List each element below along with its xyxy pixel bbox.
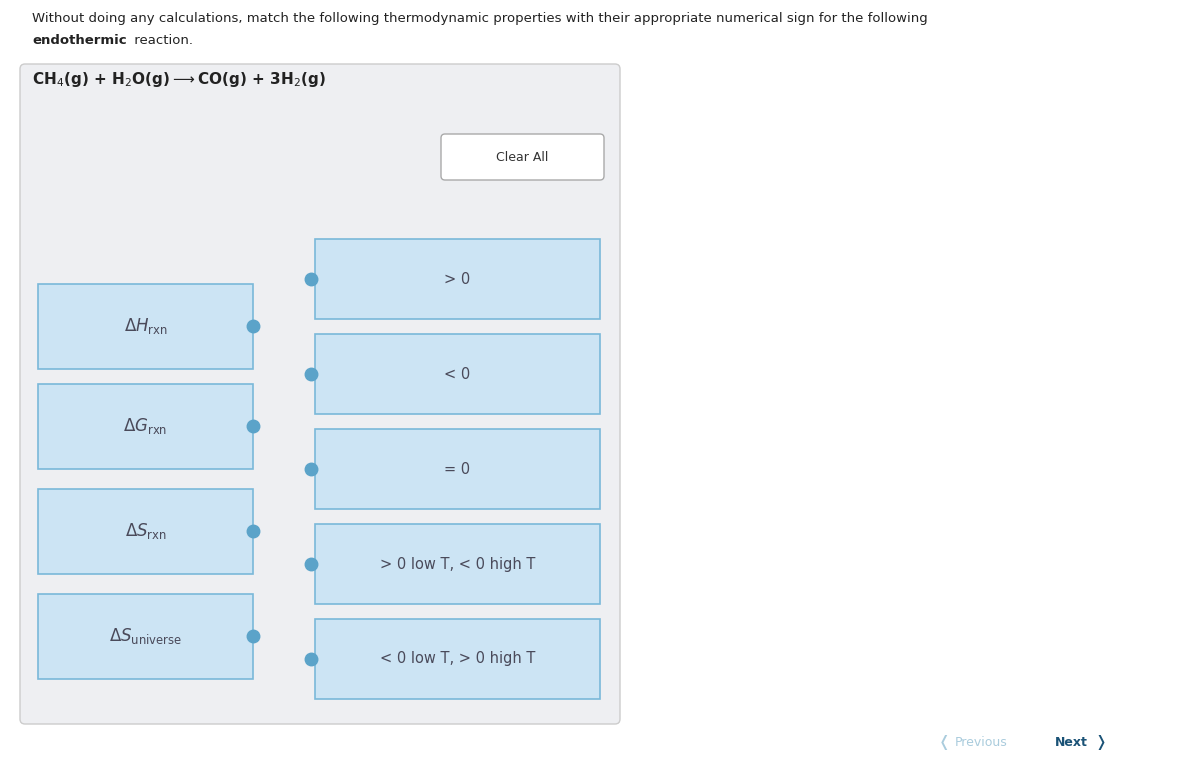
Text: < 0: < 0	[444, 367, 470, 381]
FancyBboxPatch shape	[314, 619, 600, 699]
Text: reaction.: reaction.	[130, 34, 193, 47]
Text: $\Delta S_{\rm rxn}$: $\Delta S_{\rm rxn}$	[125, 521, 167, 541]
Text: ❭: ❭	[1094, 734, 1106, 749]
Text: = 0: = 0	[444, 461, 470, 477]
Text: $\Delta H_{\rm rxn}$: $\Delta H_{\rm rxn}$	[124, 316, 168, 336]
Text: Next: Next	[1055, 736, 1088, 749]
FancyBboxPatch shape	[38, 283, 253, 368]
FancyBboxPatch shape	[314, 429, 600, 509]
Text: > 0 low T, < 0 high T: > 0 low T, < 0 high T	[380, 556, 535, 571]
Text: CH$_4$(g) + H$_2$O(g)$\longrightarrow$CO(g) + 3H$_2$(g): CH$_4$(g) + H$_2$O(g)$\longrightarrow$CO…	[32, 70, 326, 89]
Text: ❬: ❬	[938, 734, 950, 749]
Text: $\Delta S_{\rm universe}$: $\Delta S_{\rm universe}$	[109, 626, 182, 646]
FancyBboxPatch shape	[314, 334, 600, 414]
FancyBboxPatch shape	[442, 134, 604, 180]
Text: endothermic: endothermic	[32, 34, 127, 47]
Text: Clear All: Clear All	[497, 151, 548, 163]
FancyBboxPatch shape	[20, 64, 620, 724]
FancyBboxPatch shape	[314, 239, 600, 319]
Text: < 0 low T, > 0 high T: < 0 low T, > 0 high T	[380, 652, 535, 666]
Text: > 0: > 0	[444, 271, 470, 286]
FancyBboxPatch shape	[314, 524, 600, 604]
FancyBboxPatch shape	[38, 488, 253, 574]
Text: Without doing any calculations, match the following thermodynamic properties wit: Without doing any calculations, match th…	[32, 12, 928, 25]
FancyBboxPatch shape	[38, 594, 253, 678]
FancyBboxPatch shape	[38, 384, 253, 468]
Text: Previous: Previous	[955, 736, 1008, 749]
Text: $\Delta G_{\rm rxn}$: $\Delta G_{\rm rxn}$	[124, 416, 168, 436]
